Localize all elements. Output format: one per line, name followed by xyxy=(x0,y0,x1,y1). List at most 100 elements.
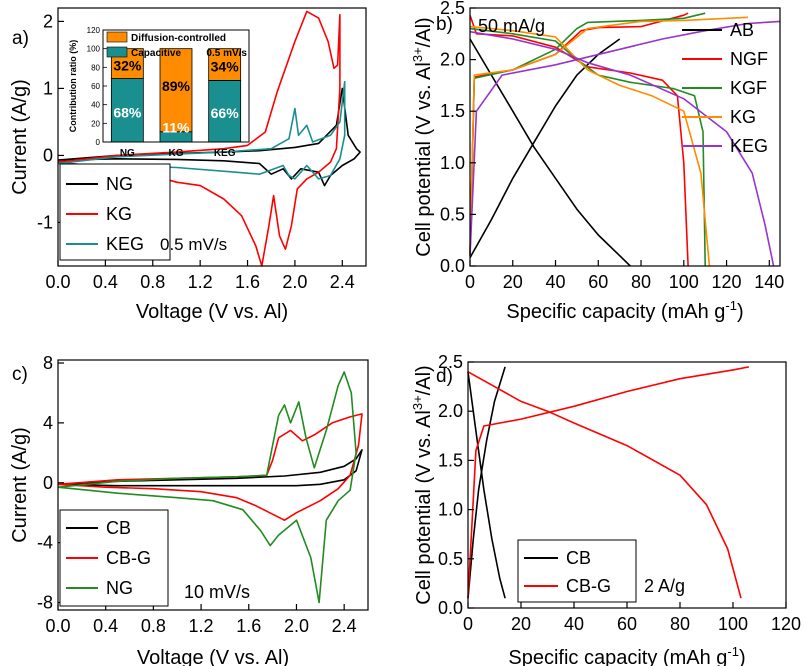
series-line-cb-g xyxy=(58,414,362,520)
inset-x-tick-label: NG xyxy=(120,148,135,159)
x-tick-label: 60 xyxy=(617,614,637,634)
x-tick-label: 2.0 xyxy=(284,616,309,636)
inset-x-tick-label: KG xyxy=(169,148,184,159)
x-tick-label: 2.4 xyxy=(332,616,357,636)
legend-label: CB xyxy=(106,518,131,538)
x-tick-label: 40 xyxy=(546,272,566,292)
x-axis-label: Specific capacity (mAh g-1) xyxy=(506,298,743,323)
x-axis-label-text: Voltage (V vs. Al) xyxy=(136,301,288,323)
inset-y-axis-label: Contribution ratio (%) xyxy=(68,40,78,132)
series-line-keg xyxy=(470,32,774,266)
legend-label: KEG xyxy=(106,234,144,254)
inset-y-tick-label: 20 xyxy=(91,119,100,128)
y-axis-label-text: Current (A/g) xyxy=(9,427,31,543)
y-tick-label: 2.0 xyxy=(440,50,465,70)
x-axis-label-sup: -1 xyxy=(727,644,739,659)
x-tick-label: 60 xyxy=(588,272,608,292)
x-tick-label: 120 xyxy=(771,614,801,634)
series-line-kgf xyxy=(470,13,705,256)
x-tick-label: 120 xyxy=(712,272,742,292)
panel-label: a) xyxy=(12,28,29,49)
x-axis-label-end: ) xyxy=(737,301,744,323)
y-tick-label: 0.5 xyxy=(440,204,465,224)
inset-legend-label: Diffusion-controlled xyxy=(131,33,226,44)
x-tick-label: 0.8 xyxy=(140,272,165,292)
y-axis-label: Current (A/g) xyxy=(9,79,31,195)
panel-d: d) 0 20 40 60 80 100 120 0.0 0.5 1.0 1.5 2.0 2.5 Speci… xyxy=(410,352,801,666)
current-density-annotation: 50 mA/g xyxy=(478,16,545,36)
inset-y-tick-label: 100 xyxy=(87,45,101,54)
y-tick-label: 8 xyxy=(43,353,53,373)
current-density-annotation: 2 A/g xyxy=(644,576,685,596)
inset-legend-swatch-capacitive xyxy=(107,47,127,57)
x-tick-label: 100 xyxy=(669,272,699,292)
panel-b: b) 0 20 40 60 80 100 120 140 0.0 0.5 1.0 1.5 2.0 2.5 Sp… xyxy=(410,0,784,323)
x-tick-label: 0.0 xyxy=(45,616,70,636)
y-tick-label: 0.0 xyxy=(438,598,463,618)
inset-diffusion-value: 34% xyxy=(211,59,240,75)
inset-x-tick-label: KEG xyxy=(214,148,236,159)
x-axis-label: Specific capacity (mAh g-1) xyxy=(508,644,745,666)
x-axis-label: Voltage (V vs. Al) xyxy=(137,647,289,666)
y-axis-label: Current (A/g) xyxy=(9,427,31,543)
inset-y-tick-label: 60 xyxy=(91,82,100,91)
scan-rate-annotation: 10 mV/s xyxy=(184,582,250,602)
y-tick-label: 1 xyxy=(43,78,53,98)
y-tick-label: 1.5 xyxy=(438,450,463,470)
x-tick-label: 2.0 xyxy=(282,272,307,292)
y-tick-label: 1.0 xyxy=(438,500,463,520)
y-axis-label-text: Cell potential (V vs. Al xyxy=(413,62,435,257)
legend-label: NG xyxy=(106,174,133,194)
legend-label: CB xyxy=(566,548,591,568)
x-tick-label: 0.0 xyxy=(45,272,70,292)
y-axis-label-sup: 3+ xyxy=(410,47,425,62)
x-tick-label: 2.4 xyxy=(330,272,355,292)
y-tick-label: -8 xyxy=(37,593,53,613)
x-tick-label: 140 xyxy=(754,272,784,292)
legend-label: CB-G xyxy=(106,548,151,568)
x-tick-label: 1.6 xyxy=(236,616,261,636)
y-axis-label-end: /Al) xyxy=(413,365,435,395)
legend-label: NG xyxy=(106,578,133,598)
series-line-ngf xyxy=(470,15,688,266)
y-axis-label-end: /Al) xyxy=(413,17,435,47)
x-tick-label: 0 xyxy=(465,272,475,292)
legend-label: AB xyxy=(730,20,754,40)
x-tick-label: 1.2 xyxy=(189,616,214,636)
x-tick-label: 1.2 xyxy=(188,272,213,292)
inset-y-tick-label: 80 xyxy=(91,63,100,72)
x-axis-label-text: Specific capacity (mAh g xyxy=(506,301,725,323)
inset-y-tick-label: 40 xyxy=(91,101,100,110)
x-axis-label: Voltage (V vs. Al) xyxy=(136,301,288,323)
panel-a: a) 0.0 0.4 0.8 1.2 1.6 2.0 2.4 -1 0 1 2 Voltage (V v… xyxy=(9,8,366,323)
y-tick-label: -4 xyxy=(37,533,53,553)
y-axis-label: Cell potential (V vs. Al3+/Al) xyxy=(410,17,435,256)
legend-label: CB-G xyxy=(566,576,611,596)
inset-capacitive-value: 68% xyxy=(113,104,142,120)
inset-capacitive-value: 11% xyxy=(162,120,190,136)
x-tick-label: 80 xyxy=(670,614,690,634)
x-tick-label: 40 xyxy=(564,614,584,634)
y-tick-label: 4 xyxy=(43,413,53,433)
inset-diffusion-value: 32% xyxy=(113,58,142,74)
y-axis-label-text: Cell potential (V vs. Al xyxy=(413,410,435,605)
inset-legend-swatch-diffusion xyxy=(107,32,127,42)
x-tick-label: 0 xyxy=(463,614,473,634)
y-tick-label: 2.5 xyxy=(438,352,463,372)
y-tick-label: 2.5 xyxy=(440,0,465,18)
x-tick-label: 80 xyxy=(631,272,651,292)
y-axis-label-sup: 3+ xyxy=(410,395,425,410)
y-tick-label: 0 xyxy=(43,473,53,493)
scan-rate-annotation: 0.5 mV/s xyxy=(160,235,227,254)
x-tick-label: 1.6 xyxy=(235,272,260,292)
inset-y-tick-label: 120 xyxy=(87,26,101,35)
x-tick-label: 0.8 xyxy=(141,616,166,636)
panel-c: c)0.0 0.4 0.8 1.2 1.6 2.0 2.4-8-4048Voltage (V… xyxy=(9,353,368,666)
x-tick-label: 0.4 xyxy=(93,272,118,292)
legend-label: NGF xyxy=(730,49,768,69)
legend-label: KEG xyxy=(730,136,768,156)
inset-capacitive-value: 66% xyxy=(211,105,240,121)
y-tick-label: 0 xyxy=(43,145,53,165)
series-line-ab xyxy=(470,39,620,258)
